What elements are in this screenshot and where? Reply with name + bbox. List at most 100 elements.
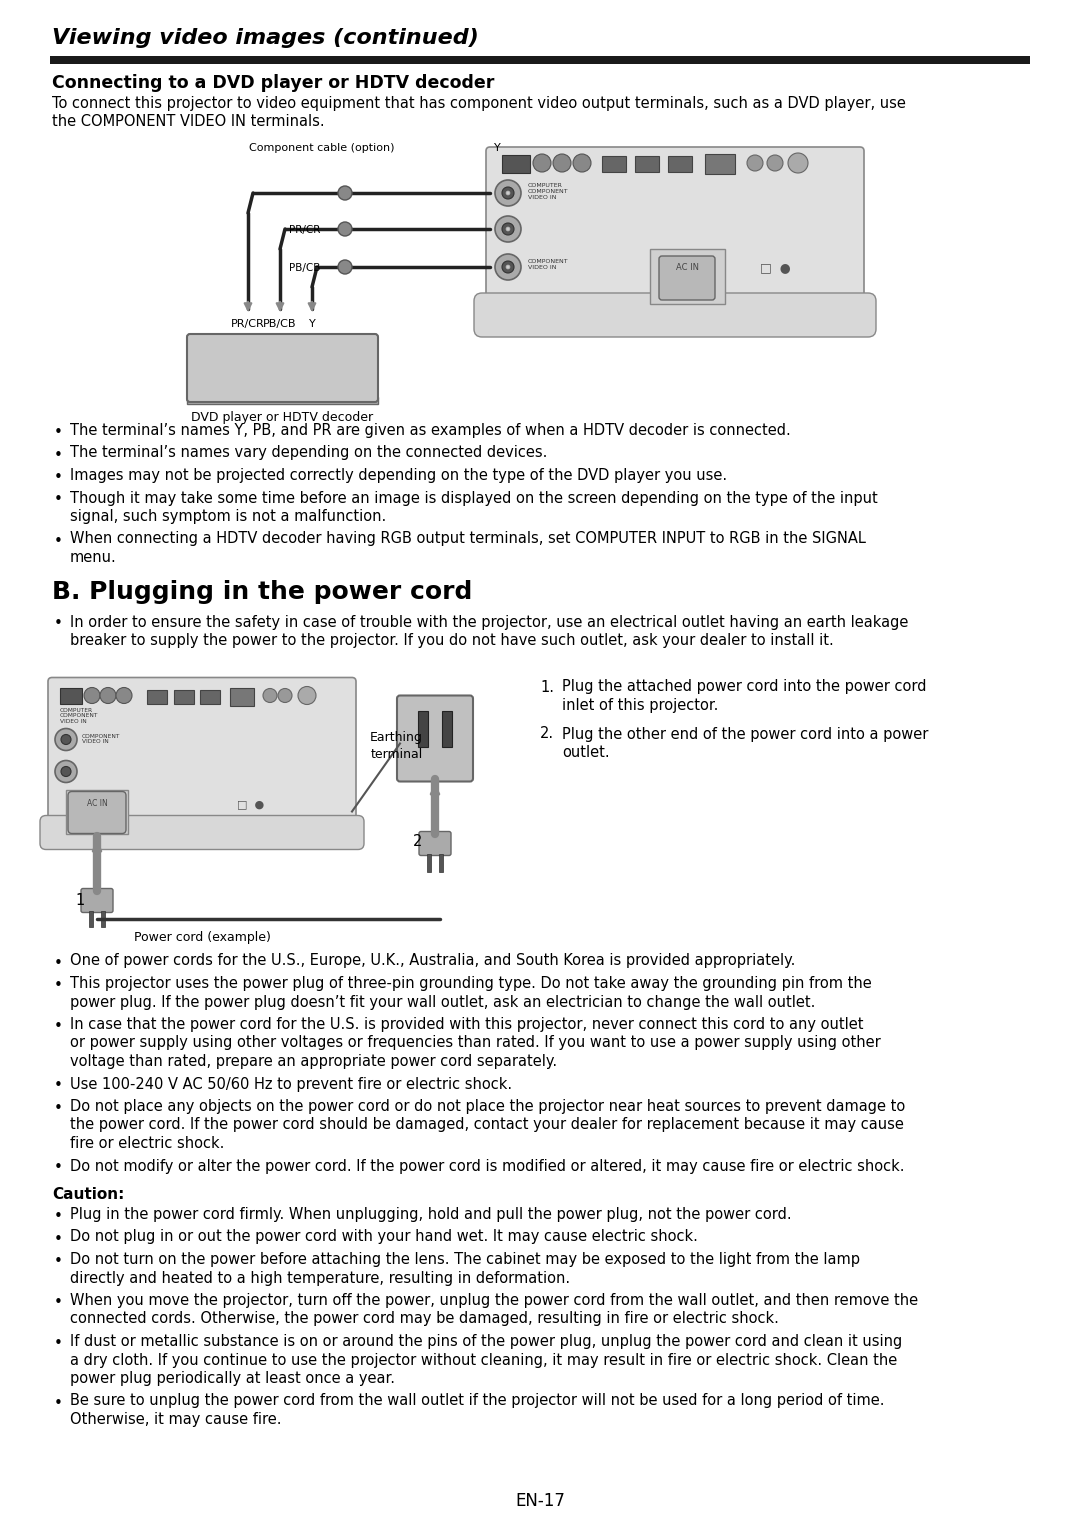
Text: □  ●: □ ● <box>760 261 791 273</box>
Circle shape <box>338 221 352 237</box>
Bar <box>602 156 626 173</box>
FancyBboxPatch shape <box>419 832 451 855</box>
FancyBboxPatch shape <box>81 889 113 913</box>
Circle shape <box>502 261 514 273</box>
Circle shape <box>60 734 71 745</box>
Bar <box>669 156 692 173</box>
Circle shape <box>338 186 352 200</box>
Text: PR/CR: PR/CR <box>231 319 265 328</box>
Circle shape <box>507 228 510 231</box>
Text: COMPUTER
COMPONENT
VIDEO IN: COMPUTER COMPONENT VIDEO IN <box>60 707 98 724</box>
Circle shape <box>55 760 77 782</box>
Text: Viewing video images (continued): Viewing video images (continued) <box>52 27 478 47</box>
Bar <box>427 854 431 872</box>
Text: terminal: terminal <box>370 748 423 760</box>
Text: •: • <box>54 1078 63 1093</box>
Text: This projector uses the power plug of three-pin grounding type. Do not take away: This projector uses the power plug of th… <box>70 976 872 991</box>
Text: AC IN: AC IN <box>675 263 699 272</box>
Bar <box>705 154 735 174</box>
Circle shape <box>502 186 514 199</box>
Text: Do not place any objects on the power cord or do not place the projector near he: Do not place any objects on the power co… <box>70 1099 905 1115</box>
FancyBboxPatch shape <box>68 791 126 834</box>
Bar <box>200 690 220 704</box>
Text: power plug periodically at least once a year.: power plug periodically at least once a … <box>70 1371 395 1387</box>
Bar <box>635 156 659 173</box>
Text: •: • <box>54 425 63 440</box>
Text: Plug the attached power cord into the power cord: Plug the attached power cord into the po… <box>562 680 927 695</box>
Bar <box>60 687 82 704</box>
Text: •: • <box>54 617 63 632</box>
Circle shape <box>352 379 362 388</box>
Text: •: • <box>54 470 63 486</box>
Bar <box>89 910 93 927</box>
Text: signal, such symptom is not a malfunction.: signal, such symptom is not a malfunctio… <box>70 508 387 524</box>
Text: menu.: menu. <box>70 550 117 565</box>
Bar <box>50 56 1030 64</box>
Text: Y: Y <box>309 319 315 328</box>
Circle shape <box>747 156 762 171</box>
Circle shape <box>352 363 362 374</box>
Circle shape <box>507 266 510 269</box>
Bar <box>66 789 129 834</box>
Text: Power cord (example): Power cord (example) <box>134 930 270 944</box>
FancyBboxPatch shape <box>659 257 715 299</box>
Circle shape <box>352 350 362 360</box>
Text: Earthing: Earthing <box>370 731 423 745</box>
Circle shape <box>495 253 521 279</box>
Bar <box>174 690 194 704</box>
Text: 1: 1 <box>75 893 84 909</box>
Circle shape <box>264 689 276 702</box>
Text: Images may not be projected correctly depending on the type of the DVD player yo: Images may not be projected correctly de… <box>70 467 727 483</box>
Text: •: • <box>54 1295 63 1310</box>
Text: connected cords. Otherwise, the power cord may be damaged, resulting in fire or : connected cords. Otherwise, the power co… <box>70 1312 779 1327</box>
Text: •: • <box>54 1231 63 1246</box>
Bar <box>208 351 343 379</box>
Bar <box>442 710 453 747</box>
Text: COMPONENT
VIDEO IN: COMPONENT VIDEO IN <box>82 733 120 744</box>
Text: DVD player or HDTV decoder: DVD player or HDTV decoder <box>191 411 373 425</box>
Text: •: • <box>54 1254 63 1269</box>
Text: PB/CB: PB/CB <box>288 263 320 273</box>
Text: PR/CR: PR/CR <box>288 224 320 235</box>
Text: One of power cords for the U.S., Europe, U.K., Australia, and South Korea is pro: One of power cords for the U.S., Europe,… <box>70 953 795 968</box>
Text: •: • <box>54 1101 63 1116</box>
Circle shape <box>84 687 100 704</box>
FancyBboxPatch shape <box>486 147 864 324</box>
Text: voltage than rated, prepare an appropriate power cord separately.: voltage than rated, prepare an appropria… <box>70 1054 557 1069</box>
Text: In order to ensure the safety in case of trouble with the projector, use an elec: In order to ensure the safety in case of… <box>70 614 908 629</box>
Text: 2.: 2. <box>540 727 554 742</box>
Text: EN-17: EN-17 <box>515 1492 565 1510</box>
FancyBboxPatch shape <box>474 293 876 337</box>
Bar <box>418 710 428 747</box>
Bar <box>650 249 725 304</box>
Text: Do not turn on the power before attaching the lens. The cabinet may be exposed t: Do not turn on the power before attachin… <box>70 1252 860 1267</box>
Text: or power supply using other voltages or frequencies than rated. If you want to u: or power supply using other voltages or … <box>70 1035 881 1051</box>
Circle shape <box>507 191 510 195</box>
Text: •: • <box>54 493 63 507</box>
Text: PB/CB: PB/CB <box>264 319 297 328</box>
Bar <box>187 397 378 405</box>
Text: □  ●: □ ● <box>237 800 265 809</box>
Circle shape <box>495 180 521 206</box>
Bar <box>438 854 443 872</box>
Circle shape <box>573 154 591 173</box>
Text: AC IN: AC IN <box>86 800 107 808</box>
Text: COMPONENT
VIDEO IN: COMPONENT VIDEO IN <box>528 260 569 270</box>
Circle shape <box>278 689 292 702</box>
Text: •: • <box>54 956 63 971</box>
Text: Caution:: Caution: <box>52 1186 124 1202</box>
Text: Be sure to unplug the power cord from the wall outlet if the projector will not : Be sure to unplug the power cord from th… <box>70 1394 885 1408</box>
Text: directly and heated to a high temperature, resulting in deformation.: directly and heated to a high temperatur… <box>70 1270 570 1286</box>
Circle shape <box>55 728 77 750</box>
Circle shape <box>116 687 132 704</box>
Circle shape <box>534 154 551 173</box>
Text: Use 100-240 V AC 50/60 Hz to prevent fire or electric shock.: Use 100-240 V AC 50/60 Hz to prevent fir… <box>70 1077 512 1092</box>
Text: COMPUTER
COMPONENT
VIDEO IN: COMPUTER COMPONENT VIDEO IN <box>528 183 569 200</box>
FancyBboxPatch shape <box>397 695 473 782</box>
Text: The terminal’s names Y, PB, and PR are given as examples of when a HDTV decoder : The terminal’s names Y, PB, and PR are g… <box>70 423 791 438</box>
Text: fire or electric shock.: fire or electric shock. <box>70 1136 225 1151</box>
Circle shape <box>553 154 571 173</box>
Text: breaker to supply the power to the projector. If you do not have such outlet, as: breaker to supply the power to the proje… <box>70 634 834 647</box>
Bar <box>502 156 530 173</box>
Text: 2: 2 <box>413 834 422 849</box>
